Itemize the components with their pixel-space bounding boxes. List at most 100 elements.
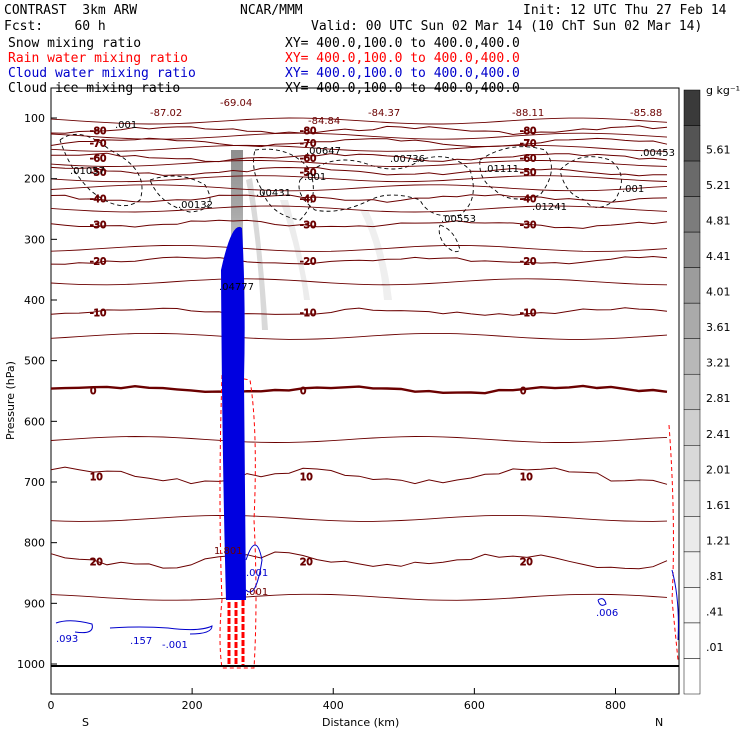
colorbar-swatch	[683, 658, 701, 695]
legend-cloudwater-xy: XY= 400.0,100.0 to 400.0,400.0	[285, 66, 520, 81]
annotation-label: .00453	[640, 148, 675, 159]
colorbar-label: .41	[706, 605, 724, 618]
x-tick-label: 400	[323, 699, 344, 712]
temperature-label: 0	[520, 386, 526, 397]
temperature-label: 10	[90, 472, 103, 483]
temperature-contour	[50, 137, 668, 148]
temperature-label: -40	[90, 194, 106, 205]
colorbar-swatch	[683, 551, 701, 588]
y-tick-label: 300	[24, 233, 45, 246]
temperature-label: -40	[300, 194, 316, 205]
temperature-label: 10	[300, 472, 313, 483]
temperature-label: 0	[300, 386, 306, 397]
temperature-contour	[50, 125, 668, 136]
x-tick-label: 200	[182, 699, 203, 712]
annotation-label: -69.04	[220, 98, 252, 109]
temperature-contours: -80 -80 -80-70 -70 -70-60 -60 -60-50 -50 -50-40-…	[50, 117, 668, 601]
annotation-label: .01057	[70, 166, 105, 177]
x-tick-label: 800	[605, 699, 626, 712]
colorbar-swatch	[683, 445, 701, 482]
temperature-label: -50	[300, 167, 316, 178]
temperature-contour	[50, 332, 668, 340]
colorbar-label: .81	[706, 570, 724, 583]
temperature-contour	[50, 384, 668, 395]
annotation-label: 1.801	[214, 546, 243, 557]
temperature-label: -40	[520, 194, 536, 205]
annotation-label: .00132	[178, 200, 213, 211]
colorbar-label: 2.81	[706, 392, 731, 405]
annotation-label: .001	[246, 587, 268, 598]
temperature-label: -30	[300, 220, 316, 231]
annotation-label: -85.88	[630, 108, 662, 119]
colorbar-label: .01	[706, 641, 724, 654]
temperature-label: -10	[90, 308, 106, 319]
temperature-label: 20	[90, 557, 103, 568]
annotation-label: .006	[596, 608, 618, 619]
temperature-label: -60	[520, 153, 536, 164]
y-tick-label: 100	[24, 112, 45, 125]
annotation-label: .001	[115, 120, 137, 131]
temperature-label: -70	[520, 138, 536, 149]
temperature-label: 20	[520, 557, 533, 568]
colorbar-label: 5.21	[706, 179, 731, 192]
colorbar-unit: g kg⁻¹	[706, 84, 740, 97]
temperature-contour	[51, 152, 668, 163]
annotation-label: -87.02	[150, 108, 182, 119]
temperature-contour	[50, 175, 668, 183]
x-axis-right-end: N	[655, 716, 663, 729]
temperature-label: -10	[300, 308, 316, 319]
temperature-label: -30	[90, 220, 106, 231]
colorbar-label: 1.21	[706, 534, 731, 547]
colorbar-swatch	[683, 196, 701, 233]
temperature-contour	[50, 255, 668, 265]
annotation-label: .093	[56, 634, 78, 645]
init-time: Init: 12 UTC Thu 27 Feb 14	[523, 3, 727, 18]
colorbar-swatch	[683, 480, 701, 517]
colorbar-label: 2.01	[706, 463, 731, 476]
annotation-label: .001	[622, 184, 644, 195]
colorbar: 5.61 5.21 4.81 4.41 4.01 3.61 3.21 2.81 2.41 2.01…	[683, 89, 731, 695]
cloud-water-contours	[55, 544, 679, 641]
forecast-hour: Fcst: 60 h	[4, 19, 106, 34]
legend-cloudwater-label: Cloud water mixing ratio	[8, 66, 196, 81]
temperature-contour	[50, 194, 668, 203]
legend-snow-xy: XY= 400.0,100.0 to 400.0,400.0	[285, 36, 520, 51]
temperature-contour	[50, 144, 668, 152]
temperature-contour	[50, 278, 668, 286]
legend-snow-label: Snow mixing ratio	[8, 36, 142, 51]
y-tick-label: 400	[24, 294, 45, 307]
colorbar-swatch	[683, 338, 701, 375]
annotation-label: -84.37	[368, 108, 400, 119]
colorbar-label: 4.41	[706, 250, 731, 263]
x-tick-label: 600	[464, 699, 485, 712]
y-tick-label: 200	[24, 173, 45, 186]
annotation-label: .00431	[256, 188, 291, 199]
cloud-water-core	[221, 226, 246, 600]
colorbar-swatch	[683, 409, 701, 446]
temperature-label: -20	[300, 257, 316, 268]
temperature-label: 0	[90, 386, 96, 397]
temperature-contour	[50, 551, 668, 570]
valid-time: Valid: 00 UTC Sun 02 Mar 14 (10 ChT Sun …	[311, 19, 703, 34]
annotation-label: .00553	[441, 214, 476, 225]
temperature-label: -20	[520, 257, 536, 268]
legend-rain-label: Rain water mixing ratio	[8, 51, 189, 66]
colorbar-swatch	[683, 160, 701, 197]
temperature-contour	[50, 219, 668, 229]
annotation-label: .157	[130, 636, 152, 647]
temperature-label: -70	[90, 138, 106, 149]
colorbar-swatch	[683, 267, 701, 304]
colorbar-swatch	[683, 302, 701, 339]
annotation-label: -84.84	[308, 116, 340, 127]
annotations: -87.02 -69.04 -84.84 -84.37 -88.11 -85.8…	[56, 98, 675, 651]
colorbar-label: 5.61	[706, 144, 731, 157]
colorbar-label: 4.01	[706, 286, 731, 299]
colorbar-label: 3.61	[706, 321, 731, 334]
y-tick-label: 700	[24, 476, 45, 489]
colorbar-label: 1.61	[706, 499, 731, 512]
model-title: CONTRAST 3km ARW	[4, 3, 138, 18]
y-axis-title: Pressure (hPa)	[4, 361, 17, 440]
x-axis-title: Distance (km)	[322, 716, 399, 729]
temperature-label: -30	[520, 220, 536, 231]
